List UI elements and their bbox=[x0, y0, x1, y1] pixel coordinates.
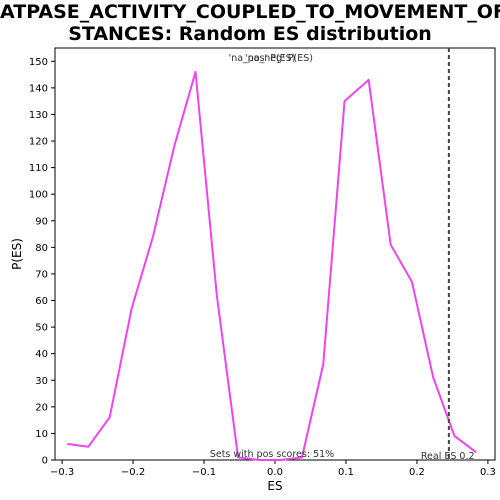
legend-entry-pos: 'na_pos' P(ES) bbox=[229, 53, 296, 64]
data-point bbox=[367, 79, 370, 81]
real-es-label: Real ES 0.2 bbox=[421, 451, 475, 462]
chart-title: ATPASE_ACTIVITY_COUPLED_TO_MOVEMENT_OF_S… bbox=[0, 1, 500, 45]
x-tick-label: −0.1 bbox=[192, 467, 216, 478]
chart-title-line-1: ATPASE_ACTIVITY_COUPLED_TO_MOVEMENT_OF_S… bbox=[0, 1, 500, 23]
y-tick-label: 50 bbox=[35, 323, 48, 334]
x-tick-label: 0.2 bbox=[409, 467, 425, 478]
y-tick-label: 120 bbox=[29, 137, 48, 148]
y-tick-label: 150 bbox=[29, 57, 48, 68]
data-point bbox=[66, 443, 69, 445]
chart-title-line-2: STANCES: Random ES distribution bbox=[68, 23, 432, 45]
x-tick-label: 0.0 bbox=[267, 467, 283, 478]
y-tick-label: 20 bbox=[35, 402, 48, 413]
x-axis-label: ES bbox=[267, 479, 282, 493]
y-axis: 0 10 20 30 40 50 60 70 80 90 100 110 120 130 140 150 bbox=[29, 57, 55, 467]
data-point bbox=[194, 71, 197, 73]
data-point bbox=[130, 307, 133, 310]
data-point bbox=[411, 281, 413, 283]
data-point bbox=[453, 435, 456, 437]
y-tick-label: 100 bbox=[29, 190, 48, 201]
y-tick-label: 70 bbox=[35, 269, 48, 280]
plot-area bbox=[54, 47, 496, 461]
footnote: Sets with pos scores: 51% bbox=[210, 449, 334, 460]
y-tick-label: 60 bbox=[35, 296, 48, 307]
data-point bbox=[432, 376, 435, 379]
y-tick-label: 90 bbox=[35, 216, 48, 227]
x-tick-label: −0.2 bbox=[121, 467, 145, 478]
data-point bbox=[389, 243, 392, 246]
legend-entry-neg: 'na_neg' P(ES) bbox=[245, 53, 313, 64]
data-point bbox=[108, 416, 111, 419]
data-point bbox=[237, 456, 239, 459]
data-point bbox=[322, 363, 325, 366]
data-point bbox=[301, 456, 303, 459]
y-tick-label: 80 bbox=[35, 243, 48, 254]
data-point bbox=[216, 294, 218, 297]
y-axis-label: P(ES) bbox=[10, 238, 24, 270]
data-point bbox=[87, 445, 90, 448]
series-points bbox=[66, 71, 477, 461]
y-tick-label: 140 bbox=[29, 83, 48, 94]
y-tick-label: 110 bbox=[29, 163, 48, 174]
y-tick-label: 0 bbox=[42, 456, 48, 467]
y-tick-label: 10 bbox=[35, 429, 48, 440]
data-point bbox=[475, 451, 477, 453]
y-tick-label: 130 bbox=[29, 110, 48, 121]
y-tick-label: 30 bbox=[35, 376, 48, 387]
x-tick-label: 0.1 bbox=[338, 467, 354, 478]
data-point bbox=[279, 459, 282, 461]
y-tick-label: 40 bbox=[35, 349, 48, 360]
data-point bbox=[152, 235, 154, 238]
x-tick-label: −0.3 bbox=[50, 467, 74, 478]
data-point bbox=[258, 459, 261, 461]
data-point bbox=[173, 145, 176, 148]
series-line bbox=[67, 70, 477, 461]
data-point bbox=[343, 100, 346, 102]
x-tick-label: 0.3 bbox=[480, 467, 496, 478]
x-axis: −0.3 −0.2 −0.1 0.0 0.1 0.2 0.3 bbox=[50, 460, 496, 478]
